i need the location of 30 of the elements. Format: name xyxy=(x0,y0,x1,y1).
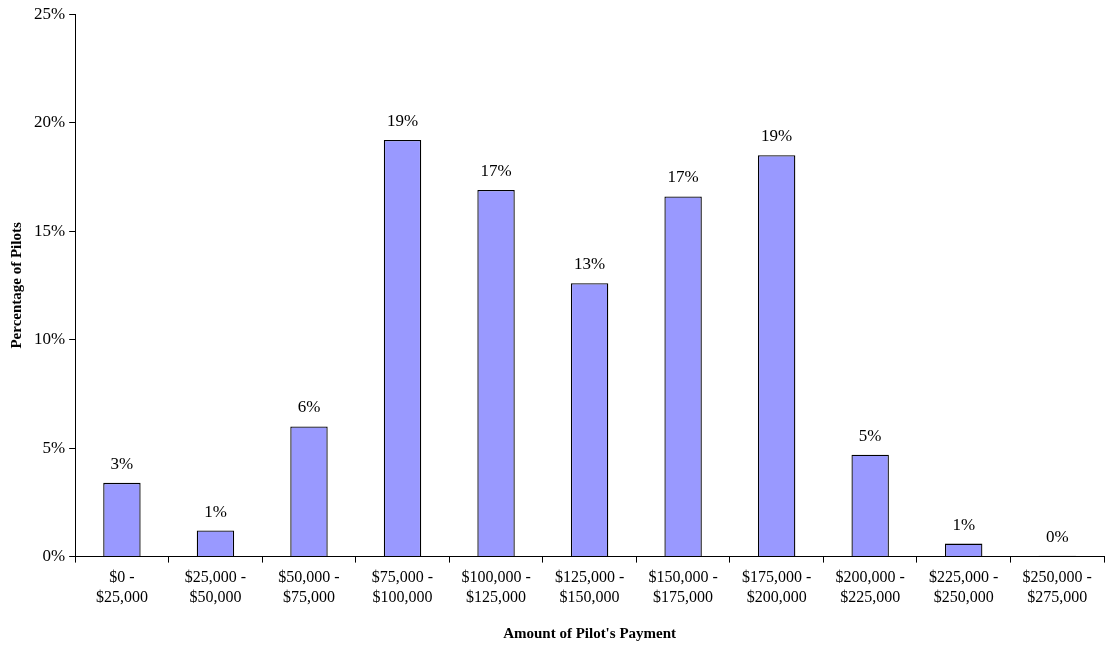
y-tick-label: 10% xyxy=(33,329,66,349)
x-tick-label: $0 - $25,000 xyxy=(95,568,148,605)
y-tick-label: 15% xyxy=(33,220,66,240)
y-tick-label: 20% xyxy=(33,112,66,132)
data-label: 19% xyxy=(386,111,419,131)
x-tick-label: $50,000 - $75,000 xyxy=(278,568,340,605)
x-tick-label: $250,000 - $275,000 xyxy=(1022,568,1092,605)
y-tick-label: 5% xyxy=(42,437,66,457)
data-label: 6% xyxy=(297,397,321,417)
y-tick-label: 25% xyxy=(33,3,66,23)
data-label: 13% xyxy=(573,254,606,274)
data-label: 17% xyxy=(667,167,699,187)
data-label: 5% xyxy=(858,425,882,445)
y-tick-label: 0% xyxy=(42,546,66,566)
data-label: 3% xyxy=(110,453,134,473)
x-tick-label: $225,000 - $250,000 xyxy=(929,568,999,605)
x-tick-label: $175,000 - $200,000 xyxy=(741,568,812,605)
data-label: 1% xyxy=(204,501,227,521)
x-tick-label: $150,000 - $175,000 xyxy=(648,568,718,605)
data-label: 17% xyxy=(480,160,512,180)
x-tick-label: $25,000 - $50,000 xyxy=(184,568,247,605)
data-label: 19% xyxy=(761,126,793,146)
x-tick-label: $75,000 - $100,000 xyxy=(371,568,434,605)
x-tick-label: $100,000 - $125,000 xyxy=(461,568,531,605)
data-label: 0% xyxy=(1045,526,1069,546)
y-axis-title: Percentage of Pilots xyxy=(7,222,24,349)
x-axis-title: Amount of Pilot's Payment xyxy=(503,624,677,641)
x-tick-label: $200,000 - $225,000 xyxy=(835,568,905,605)
data-label: 1% xyxy=(952,514,976,534)
x-tick-label: $125,000 - $150,000 xyxy=(554,568,625,605)
